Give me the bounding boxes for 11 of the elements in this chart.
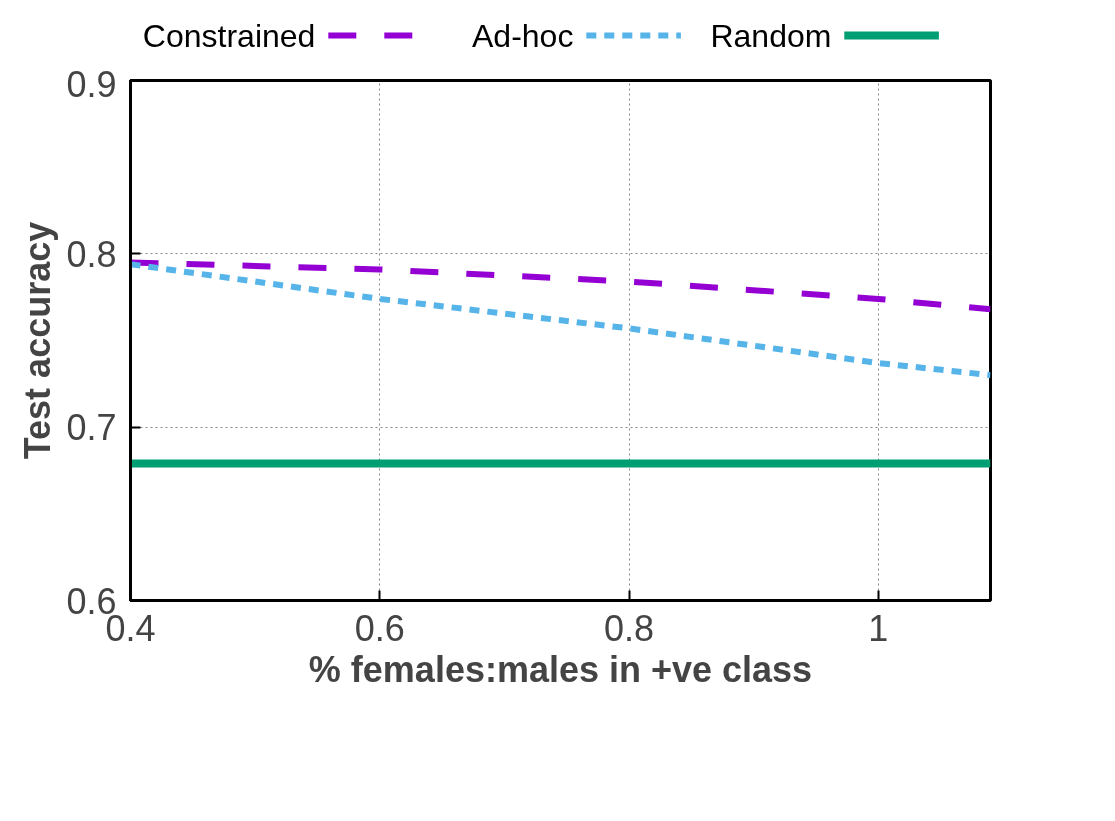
x-axis-title: % females:males in +ve class xyxy=(308,648,813,690)
legend-label: Constrained xyxy=(142,17,316,54)
x-tick-label: 0.6 xyxy=(354,607,405,649)
y-tick-label: 0.7 xyxy=(66,407,117,449)
x-tick-label: 0.8 xyxy=(604,607,655,649)
y-tick-label: 0.8 xyxy=(66,233,117,275)
legend-label: Random xyxy=(710,17,832,54)
y-tick-label: 0.9 xyxy=(66,63,117,105)
x-tick-label: 1 xyxy=(868,607,889,649)
legend-label: Ad-hoc xyxy=(472,17,574,54)
y-axis-title: Test accuracy xyxy=(17,221,59,460)
